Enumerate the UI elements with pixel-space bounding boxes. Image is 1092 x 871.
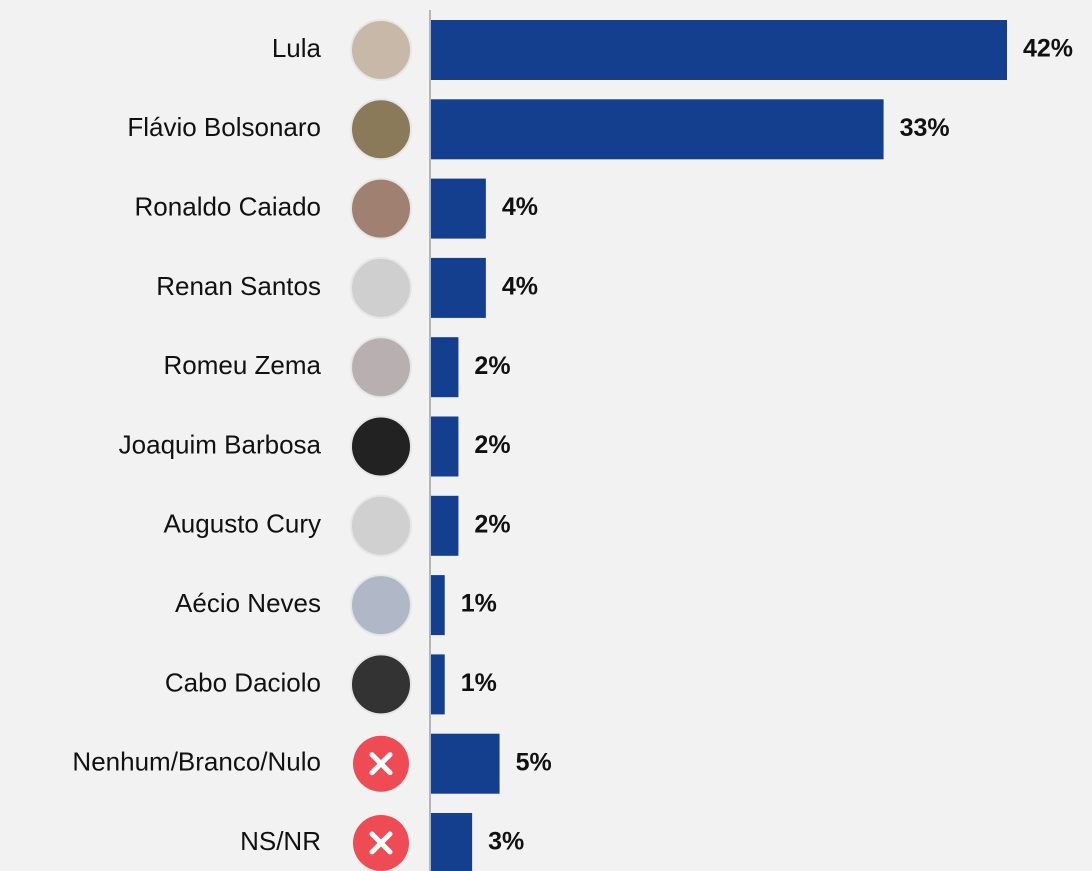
none-icon-x — [369, 831, 393, 855]
bar — [431, 813, 473, 871]
bar — [431, 337, 459, 398]
bar — [431, 575, 445, 636]
category-label: NS/NR — [240, 826, 321, 856]
category-label: Joaquim Barbosa — [119, 429, 322, 459]
value-label: 2% — [474, 431, 510, 459]
bar — [431, 654, 445, 715]
category-label: Lula — [272, 33, 322, 63]
bar — [431, 416, 459, 477]
value-label: 3% — [488, 828, 524, 856]
none-icon-x — [369, 752, 393, 776]
avatar — [350, 256, 412, 319]
avatar — [350, 653, 412, 716]
bar — [431, 178, 486, 239]
avatar — [350, 574, 412, 637]
avatar — [350, 19, 412, 81]
category-label: Romeu Zema — [164, 350, 322, 380]
bar — [431, 495, 459, 556]
avatar — [350, 177, 412, 240]
value-label: 5% — [516, 748, 552, 776]
category-label: Renan Santos — [156, 271, 321, 301]
avatar — [350, 415, 412, 478]
category-label: Flávio Bolsonaro — [127, 112, 321, 142]
value-label: 33% — [900, 114, 950, 142]
value-label: 42% — [1023, 35, 1073, 63]
avatar — [350, 98, 412, 161]
bar — [431, 20, 1007, 80]
avatar — [350, 494, 412, 557]
category-label: Cabo Daciolo — [165, 667, 321, 697]
value-label: 1% — [461, 590, 497, 618]
bar — [431, 99, 884, 160]
value-label: 2% — [474, 352, 510, 380]
avatar — [350, 336, 412, 399]
value-label: 4% — [502, 273, 538, 301]
value-label: 1% — [461, 669, 497, 697]
bar — [431, 733, 500, 794]
category-label: Augusto Cury — [163, 509, 321, 539]
category-label: Nenhum/Branco/Nulo — [72, 747, 321, 777]
value-label: 2% — [474, 510, 510, 538]
value-label: 4% — [502, 193, 538, 221]
category-label: Aécio Neves — [175, 588, 321, 618]
bar — [431, 257, 486, 318]
category-label: Ronaldo Caiado — [135, 191, 321, 221]
